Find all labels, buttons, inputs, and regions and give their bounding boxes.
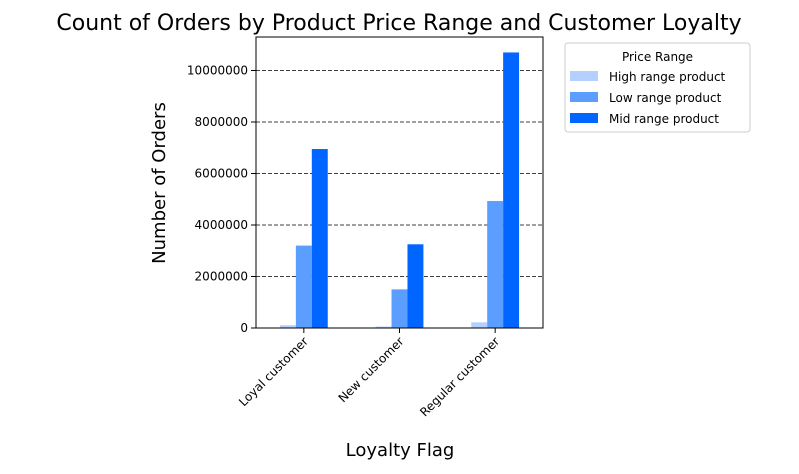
y-tick-label: 8000000 (195, 115, 248, 129)
bar (279, 325, 296, 328)
legend-swatch (570, 113, 598, 123)
bar (487, 201, 504, 328)
x-tick-label: New customer (336, 334, 407, 405)
bar (375, 326, 392, 328)
bar (503, 52, 520, 329)
x-axis-label: Loyalty Flag (346, 440, 455, 461)
y-tick-label: 4000000 (195, 218, 248, 232)
legend-label: High range product (609, 70, 726, 84)
y-tick-label: 6000000 (195, 166, 248, 180)
bars (279, 52, 520, 329)
chart-title: Count of Orders by Product Price Range a… (56, 11, 741, 36)
x-tick-label: Loyal customer (236, 334, 311, 409)
y-tick-label: 0 (240, 321, 248, 335)
y-axis-label: Number of Orders (149, 102, 170, 264)
legend-box (564, 42, 751, 133)
x-tick-label: Regular customer (417, 334, 502, 419)
bar (295, 245, 312, 328)
y-tick-label: 2000000 (195, 269, 248, 283)
legend-label: Low range product (609, 91, 722, 105)
y-tick-label: 10000000 (187, 63, 248, 77)
plot-frame (255, 36, 544, 329)
bar (471, 322, 488, 328)
bar (407, 244, 424, 328)
legend-title: Price Range (622, 50, 693, 64)
legend-label: Mid range product (609, 112, 719, 126)
legend-swatch (570, 92, 598, 102)
bar (311, 149, 328, 328)
legend: Price Range High range product Low range p… (564, 42, 751, 133)
bar (391, 289, 408, 328)
legend-swatch (570, 71, 598, 81)
